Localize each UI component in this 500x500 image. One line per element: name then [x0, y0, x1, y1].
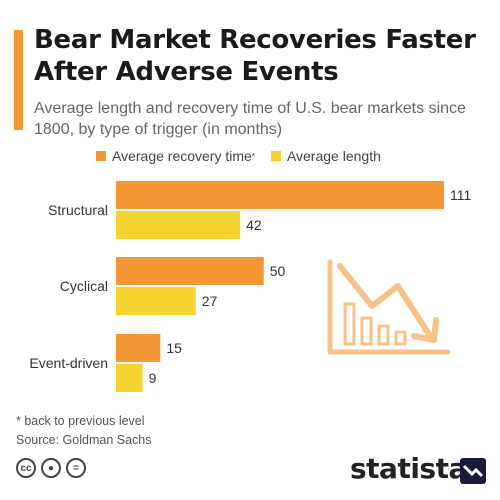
data-label: 50	[270, 263, 286, 279]
bar-cyclical-recovery	[116, 257, 264, 285]
legend-label-recovery: Average recovery time	[112, 148, 252, 164]
data-label: 27	[202, 293, 218, 309]
icon-stroke	[377, 324, 390, 346]
declining-chart-icon	[327, 259, 451, 355]
icon-stroke	[337, 263, 433, 339]
legend: Average recovery time * Average length	[96, 148, 397, 164]
legend-label-recovery-suffix: *	[251, 151, 255, 161]
bars-group: 111 42 Structural 50 27 Cyclical 15 9 Event-driv…	[29, 181, 471, 392]
cc-icon[interactable]: cc	[16, 458, 36, 478]
bar-cyclical-length	[116, 287, 196, 315]
legend-swatch-recovery	[96, 151, 106, 161]
statista-logo[interactable]: statista	[350, 452, 467, 485]
data-label: 15	[166, 340, 182, 356]
category-label: Event-driven	[29, 355, 108, 371]
statista-logo-mark-icon[interactable]	[460, 458, 486, 484]
legend-item-recovery: Average recovery time *	[96, 148, 255, 164]
category-label: Structural	[48, 202, 108, 218]
by-icon[interactable]: ●	[41, 458, 61, 478]
category-label: Cyclical	[60, 278, 108, 294]
chart-subtitle: Average length and recovery time of U.S.…	[34, 100, 466, 138]
legend-item-length: Average length	[270, 148, 381, 164]
icon-stroke	[343, 302, 356, 346]
data-label: 111	[450, 187, 471, 203]
chart-title: Bear Market Recoveries Faster After Adve…	[34, 25, 476, 87]
icon-stroke	[394, 330, 407, 346]
title-accent-bar	[14, 30, 23, 130]
nd-icon[interactable]: =	[66, 458, 86, 478]
bar-structural-length	[116, 211, 241, 239]
license-icons: cc ● =	[16, 458, 91, 478]
icon-stroke	[327, 259, 451, 355]
legend-swatch-length	[270, 151, 281, 161]
bar-event-driven-recovery	[116, 334, 161, 362]
data-label: 9	[149, 370, 157, 386]
footnote-block: * back to previous level Source: Goldman…	[16, 412, 152, 450]
bar-structural-recovery	[116, 181, 444, 209]
bar-event-driven-length	[116, 364, 143, 392]
data-label: 42	[246, 217, 262, 233]
source: Source: Goldman Sachs	[16, 433, 152, 447]
icon-stroke	[360, 316, 373, 346]
icon-stroke	[411, 317, 439, 343]
footnote: * back to previous level	[16, 414, 145, 428]
legend-label-length: Average length	[286, 148, 381, 164]
